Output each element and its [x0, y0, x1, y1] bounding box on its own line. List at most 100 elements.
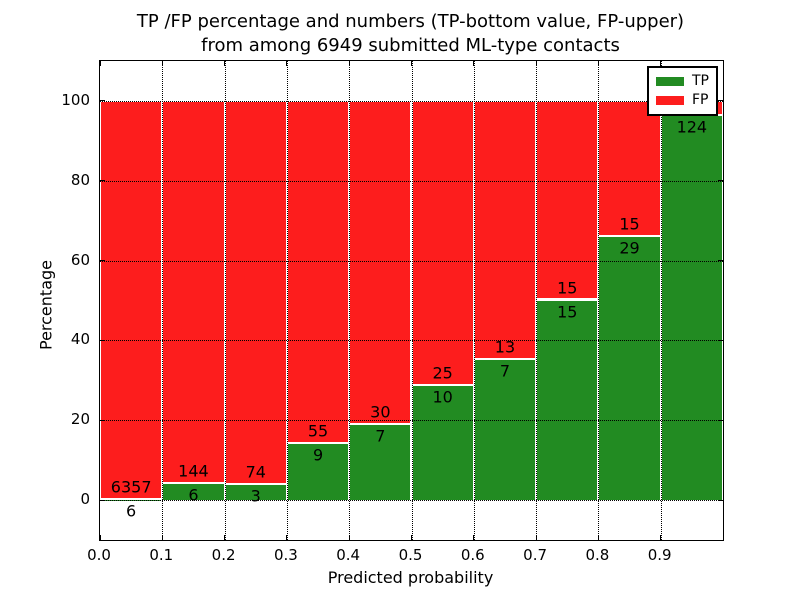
- x-tick-mark: [161, 61, 163, 66]
- legend-entry-label: TP: [692, 73, 709, 89]
- x-tick-mark: [224, 535, 226, 540]
- y-tick-mark: [718, 499, 723, 501]
- x-tick-mark: [348, 535, 350, 540]
- x-gridline: [349, 61, 351, 540]
- y-tick-label: 20: [70, 410, 90, 429]
- tp-bar-segment: [474, 360, 536, 501]
- fp-bar-segment: [474, 100, 536, 361]
- x-tick-label: 0.2: [211, 546, 236, 564]
- tp-bar-segment: [287, 443, 349, 501]
- x-tick-mark: [535, 61, 537, 66]
- tp-bar-segment: [350, 424, 411, 501]
- y-tick-mark: [100, 260, 105, 262]
- y-tick-mark: [100, 419, 105, 421]
- x-tick-label: 0.8: [585, 546, 610, 564]
- x-tick-label: 0.0: [87, 546, 111, 564]
- fp-bar-segment: [350, 100, 411, 425]
- x-gridline: [224, 61, 226, 540]
- x-tick-mark: [473, 61, 475, 66]
- y-tick-mark: [718, 339, 723, 341]
- y-tick-mark: [718, 100, 723, 102]
- fp-count-label: 74: [245, 462, 266, 482]
- x-tick-mark: [597, 61, 599, 66]
- x-gridline: [162, 61, 164, 540]
- tp-count-label: 3: [250, 486, 261, 506]
- legend-entry: FP: [656, 91, 716, 110]
- x-tick-mark: [99, 61, 101, 66]
- x-tick-mark: [535, 535, 537, 540]
- tp-bar-segment: [661, 116, 722, 501]
- x-gridline: [536, 61, 538, 540]
- x-tick-mark: [348, 61, 350, 66]
- x-tick-mark: [161, 535, 163, 540]
- y-tick-label: 100: [61, 90, 90, 109]
- fp-bar-segment: [225, 100, 286, 485]
- tp-count-label: 7: [499, 361, 511, 381]
- tp-swatch-icon: [656, 77, 684, 86]
- x-tick-mark: [722, 535, 724, 540]
- y-tick-label: 40: [70, 330, 90, 349]
- fp-count-label: 144: [178, 461, 209, 481]
- x-gridline: [286, 61, 288, 540]
- x-tick-mark: [411, 535, 412, 540]
- x-tick-label: 0.7: [523, 546, 548, 564]
- tp-count-label: 9: [312, 445, 324, 465]
- y-tick-mark: [100, 100, 105, 102]
- x-tick-mark: [660, 61, 662, 66]
- fp-count-label: 55: [307, 421, 329, 441]
- tp-count-label: 7: [375, 426, 386, 446]
- y-tick-mark: [100, 499, 105, 501]
- fp-count-label: 13: [494, 337, 516, 357]
- tp-count-label: 6: [126, 501, 137, 521]
- fp-count-label: 30: [370, 402, 391, 422]
- x-tick-mark: [286, 535, 288, 540]
- tp-bar-segment: [163, 484, 224, 501]
- tp-count-label: 15: [557, 302, 578, 321]
- x-tick-mark: [660, 535, 662, 540]
- y-tick-label: 0: [80, 490, 90, 509]
- x-tick-mark: [99, 535, 101, 540]
- x-tick-mark: [722, 61, 724, 66]
- fp-bar-segment: [287, 100, 349, 444]
- y-tick-mark: [718, 260, 723, 262]
- y-tick-label: 80: [70, 170, 90, 189]
- x-gridline: [411, 61, 413, 540]
- tp-count-label: 10: [432, 387, 453, 407]
- x-tick-label: 0.6: [460, 546, 485, 564]
- x-gridline: [598, 61, 600, 540]
- x-tick-label: 0.3: [273, 546, 298, 564]
- fp-bar-segment: [101, 100, 162, 500]
- legend: TP FP: [647, 66, 718, 116]
- plot-area: 6357 6 144 6 74 3 55 9 30 7 25 10 13 7 15 15 15 29 124: [99, 60, 724, 541]
- fp-bar-segment: [537, 100, 598, 301]
- tp-count-label: 124: [676, 117, 708, 137]
- tp-bar-segment: [537, 300, 598, 501]
- tp-count-label: 29: [619, 238, 640, 258]
- fp-count-label: 6357: [110, 477, 152, 497]
- x-tick-mark: [473, 535, 475, 540]
- y-tick-label: 60: [70, 250, 90, 269]
- chart-title-line2: from among 6949 submitted ML-type contac…: [201, 35, 620, 56]
- x-gridline: [660, 61, 662, 540]
- x-axis-label: Predicted probability: [327, 568, 494, 587]
- tp-bar-segment: [599, 236, 660, 501]
- x-tick-label: 0.1: [149, 546, 174, 564]
- x-tick-mark: [286, 61, 288, 66]
- y-tick-mark: [718, 180, 723, 182]
- fp-count-label: 15: [619, 214, 640, 234]
- x-tick-label: 0.4: [336, 546, 361, 564]
- y-tick-mark: [100, 180, 105, 182]
- tp-bar-segment: [412, 386, 473, 501]
- x-gridline: [473, 61, 475, 540]
- fp-bar-segment: [412, 100, 473, 387]
- fp-swatch-icon: [656, 96, 684, 105]
- x-tick-mark: [597, 535, 599, 540]
- fp-count-label: 25: [432, 363, 453, 383]
- legend-entry-label: FP: [692, 92, 709, 108]
- chart-title-line1: TP /FP percentage and numbers (TP-bottom…: [136, 11, 685, 32]
- x-tick-mark: [224, 61, 226, 66]
- x-tick-mark: [411, 61, 412, 66]
- fp-bar-segment: [599, 100, 660, 237]
- chart-title: TP /FP percentage and numbers (TP-bottom…: [99, 10, 722, 58]
